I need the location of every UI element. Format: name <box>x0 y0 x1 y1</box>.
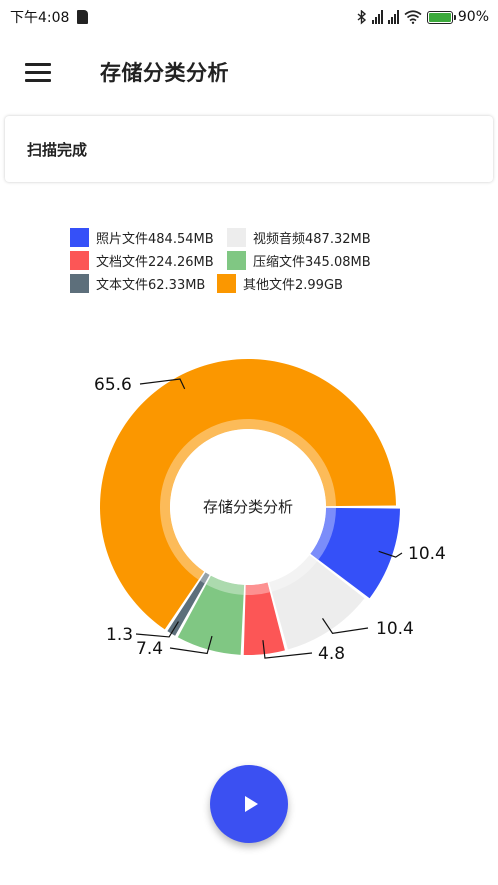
legend-label: 文本文件62.33MB <box>96 278 205 293</box>
legend-label: 压缩文件345.08MB <box>253 254 371 270</box>
scan-status-text: 扫描完成 <box>27 140 88 159</box>
leader-line <box>135 621 179 638</box>
scan-status-card: 扫描完成 <box>5 116 493 182</box>
legend-swatch <box>227 251 246 270</box>
donut-slice <box>167 572 210 636</box>
leader-line <box>378 550 403 558</box>
legend-swatch <box>217 274 236 293</box>
donut-slice-inner-band <box>206 575 245 595</box>
donut-slice-inner-band <box>310 507 336 560</box>
slice-value-label: 10.4 <box>376 619 414 639</box>
menu-button[interactable] <box>10 44 66 100</box>
donut-center-label: 存储分类分析 <box>203 498 293 516</box>
leader-line <box>139 378 186 390</box>
donut-hole <box>170 429 326 585</box>
legend-label: 文档文件224.26MB <box>96 255 214 270</box>
donut-slice <box>177 575 245 655</box>
status-right: 90% <box>357 9 489 25</box>
slice-value-label: 10.4 <box>408 544 446 564</box>
slice-value-label: 65.6 <box>94 375 132 395</box>
slice-value-label: 1.3 <box>106 625 133 645</box>
slice-value-label: 4.8 <box>318 644 345 664</box>
donut-slice <box>243 582 285 655</box>
page-title: 存储分类分析 <box>100 61 229 85</box>
storage-donut-chart: 照片文件484.54MB 视频音频487.32MB 文档文件224.26MB 压缩文件… <box>70 228 446 664</box>
hamburger-icon <box>25 62 51 82</box>
donut-slice-inner-band <box>245 582 270 595</box>
legend-swatch <box>70 274 89 293</box>
start-scan-button[interactable] <box>210 765 288 843</box>
legend-label: 照片文件484.54MB <box>96 232 214 247</box>
leader-line <box>169 635 213 655</box>
battery-charging-icon <box>426 10 456 24</box>
play-icon <box>244 796 258 812</box>
signal-icon <box>387 10 399 24</box>
status-bar: 下午4:08 90% <box>0 0 498 34</box>
legend-label: 视频音频487.32MB <box>253 231 371 247</box>
signal-icon <box>371 10 383 24</box>
donut-slice <box>269 555 365 650</box>
leader-line <box>262 640 313 659</box>
legend-swatch <box>70 251 89 270</box>
sd-card-icon <box>77 10 89 24</box>
legend-swatch <box>70 228 89 247</box>
battery-percent: 90% <box>457 9 489 25</box>
leader-line <box>322 618 369 634</box>
status-left: 下午4:08 <box>10 7 89 27</box>
legend-swatch <box>227 228 246 247</box>
donut-slice <box>310 507 400 599</box>
donut-slice-inner-band <box>269 555 318 592</box>
bluetooth-icon <box>357 9 366 25</box>
toolbar: 存储分类分析 <box>0 40 498 104</box>
legend-label: 其他文件2.99GB <box>243 278 343 293</box>
slice-value-label: 7.4 <box>136 639 163 659</box>
status-time: 下午4:08 <box>10 10 70 26</box>
donut-slice-inner-band <box>200 572 210 584</box>
wifi-icon <box>404 10 422 24</box>
donut-slice <box>100 359 396 630</box>
